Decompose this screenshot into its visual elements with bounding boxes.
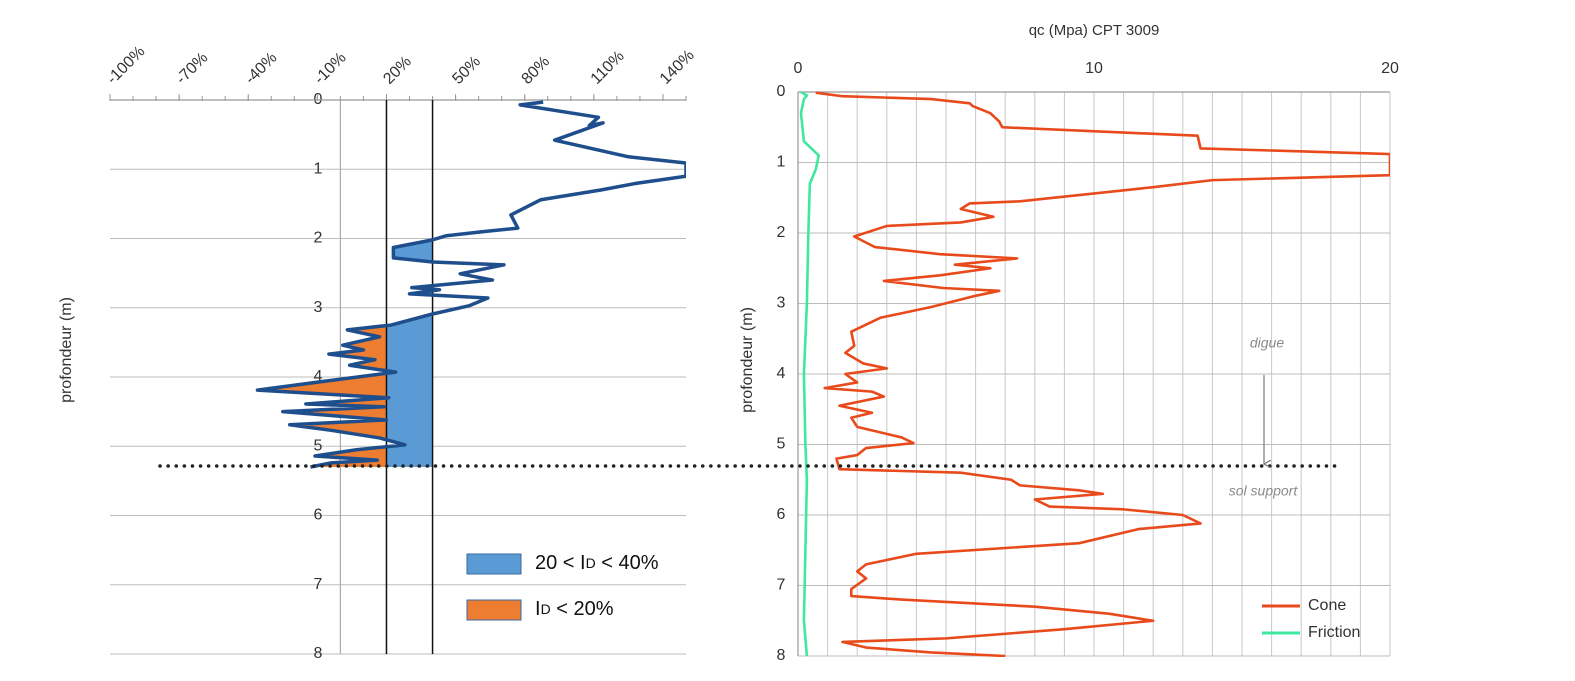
x-tick-label: 110% — [588, 48, 628, 88]
y-tick-label: 3 — [777, 295, 786, 312]
legend-swatch — [466, 553, 522, 575]
legend-label-part: 20 < I — [535, 552, 586, 574]
chart-title: qc (Mpa) CPT 3009 — [1029, 22, 1160, 39]
legend-label: Friction — [1308, 624, 1360, 641]
data-line — [799, 91, 821, 657]
y-tick-label: 1 — [314, 160, 323, 177]
annotation: sol support — [1229, 483, 1299, 499]
x-tick-label: 140% — [657, 47, 698, 88]
x-tick-label: -100% — [104, 43, 149, 88]
y-tick-label: 8 — [314, 645, 323, 662]
x-tick-label: 10 — [1085, 60, 1103, 77]
legend-label-part: D — [541, 601, 551, 617]
plot-layer: 0 1 2 3 4 5 6 7 8 -100% -70% -40% -10% 20% 50% 80% 110% 1… — [58, 22, 1399, 664]
x-tick-label: 80% — [519, 53, 554, 88]
legend-label: ID < 20% — [535, 598, 614, 620]
legend-label-part: < 40% — [596, 552, 659, 574]
y-tick-label: 0 — [777, 83, 786, 100]
y-axis-title: profondeur (m) — [58, 297, 75, 403]
x-tick-label: -70% — [173, 49, 211, 87]
x-tick-label: 50% — [449, 53, 484, 88]
x-tick-label: 20% — [380, 53, 415, 88]
data-line — [255, 100, 686, 469]
legend-label-part: D — [586, 555, 596, 571]
legend-label-part: < 20% — [551, 598, 614, 620]
y-tick-label: 5 — [314, 437, 323, 454]
y-tick-label: 8 — [777, 647, 786, 664]
band-area — [257, 325, 387, 468]
y-tick-label: 6 — [314, 507, 323, 524]
x-tick-label: -10% — [311, 49, 349, 87]
x-tick-label: 20 — [1381, 60, 1399, 77]
band-area — [386, 239, 433, 468]
y-tick-label: 4 — [777, 365, 786, 382]
y-tick-label: 7 — [777, 577, 786, 594]
y-tick-label: 7 — [314, 576, 323, 593]
legend-label-part: I — [535, 598, 541, 620]
y-tick-label: 2 — [777, 224, 786, 241]
data-line — [815, 91, 1390, 657]
annotation: digue — [1250, 335, 1284, 351]
x-tick-label: -40% — [242, 49, 280, 87]
y-tick-label: 1 — [777, 154, 786, 171]
legend-swatch — [466, 599, 522, 621]
legend-label: 20 < ID < 40% — [535, 552, 659, 574]
y-tick-label: 4 — [314, 368, 323, 385]
legend-label: Cone — [1308, 597, 1346, 614]
y-tick-label: 2 — [314, 230, 323, 247]
y-tick-label: 6 — [777, 506, 786, 523]
y-tick-label: 3 — [314, 299, 323, 316]
x-tick-label: 0 — [794, 60, 803, 77]
y-tick-label: 5 — [777, 436, 786, 453]
y-axis-title: profondeur (m) — [739, 307, 756, 413]
